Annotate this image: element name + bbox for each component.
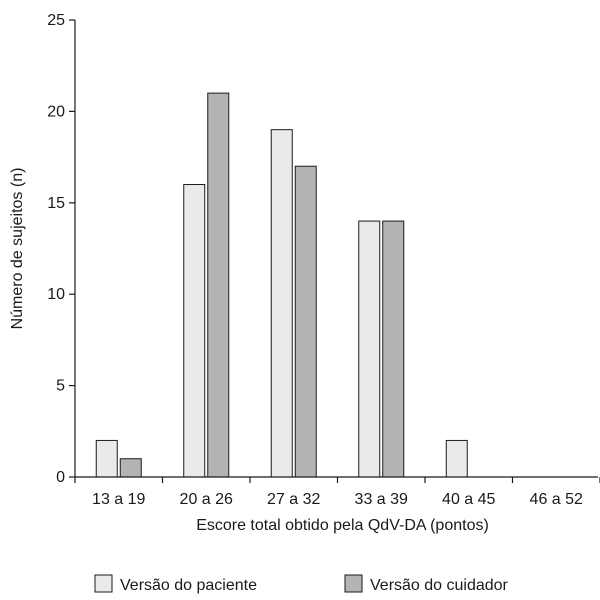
y-tick-label: 5 [56,378,65,395]
x-tick-label: 27 a 32 [267,491,320,508]
legend-swatch [344,574,363,593]
y-axis-ticks: 0 5 10 15 20 25 [47,12,75,486]
bars-group [95,92,468,478]
bar-paciente [95,439,118,478]
x-axis-title: Escore total obtido pela QdV-DA (pontos) [196,517,489,534]
bar-paciente [358,220,381,478]
bar-paciente [270,129,293,478]
x-tick-label: 33 a 39 [355,491,408,508]
bar-cuidador [207,92,230,478]
x-tick-label: 20 a 26 [180,491,233,508]
y-tick-label: 25 [47,12,65,29]
legend-label: Versão do cuidador [370,577,509,594]
bar-paciente [445,439,468,478]
bar-cuidador [294,165,317,478]
x-tick-label: 46 a 52 [530,491,583,508]
y-axis-title: Número de sujeitos (n) [9,168,26,330]
y-tick-label: 0 [56,469,65,486]
x-axis-ticks: 13 a 19 20 a 26 27 a 32 33 a 39 40 a 45 46 a … [74,477,600,508]
legend-swatch [94,574,113,593]
x-tick-label: 40 a 45 [442,491,495,508]
x-tick-label: 13 a 19 [92,491,145,508]
legend-label: Versão do paciente [120,577,257,594]
y-tick-label: 10 [47,286,65,303]
bar-paciente [183,184,206,478]
y-tick-label: 15 [47,195,65,212]
legend: Versão do paciente Versão do cuidador [94,574,509,594]
y-tick-label: 20 [47,103,65,120]
bar-cuidador [119,458,142,478]
bar-cuidador [382,220,405,478]
